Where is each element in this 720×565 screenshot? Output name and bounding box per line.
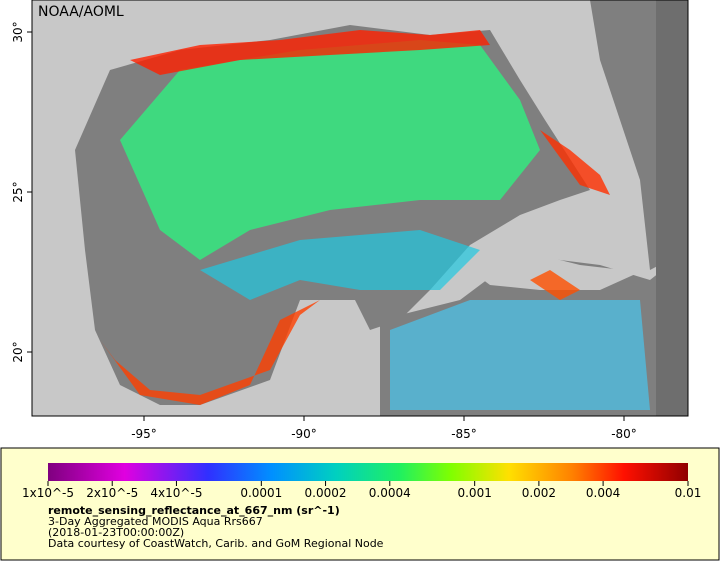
- x-tick-label: -95°: [131, 427, 157, 441]
- colorbar-tick-label: 4x10^-5: [150, 486, 202, 500]
- axes: -95° -90° -85° -80° 20° 25° 30°: [11, 21, 637, 441]
- map-title: NOAA/AOML: [38, 4, 124, 20]
- reflectance: [100, 300, 320, 405]
- reflectance: [120, 40, 540, 260]
- variable-name: remote_sensing_reflectance_at_667_nm (sr…: [48, 504, 340, 517]
- title-box: [34, 2, 134, 22]
- colorbar-tick-label: 0.0002: [305, 486, 347, 500]
- map-frame: [31, 0, 689, 417]
- map-image: [32, 0, 688, 416]
- colorbar-tick-label: 1x10^-5: [22, 486, 74, 500]
- colorbar-tick-label: 2x10^-5: [86, 486, 138, 500]
- colorbar: [48, 463, 688, 481]
- colorbar-tick-label: 0.004: [586, 486, 620, 500]
- colorbar-tick-label: 0.002: [522, 486, 556, 500]
- reflectance: [200, 230, 480, 300]
- legend-line: (2018-01-23T00:00:00Z): [48, 526, 184, 539]
- x-tick-label: -80°: [611, 427, 637, 441]
- cuba: [470, 250, 640, 290]
- legend-line: 3-Day Aggregated MODIS Aqua Rrs667: [48, 515, 263, 528]
- y-tick-label: 30°: [11, 21, 25, 42]
- colorbar-tick-label: 0.01: [675, 486, 702, 500]
- reflectance: [540, 130, 610, 195]
- legend-line: Data courtesy of CoastWatch, Carib. and …: [48, 537, 384, 550]
- colorbar-tick-label: 0.0001: [240, 486, 282, 500]
- no-data: [656, 0, 688, 416]
- legend: 1x10^-5 2x10^-5 4x10^-5 0.0001 0.0002 0.0004 0…: [22, 481, 701, 500]
- reflectance: [130, 30, 490, 75]
- colorbar-tick-label: 0.001: [457, 486, 491, 500]
- x-tick-label: -85°: [451, 427, 477, 441]
- colorbar-tick-label: 0.0004: [369, 486, 411, 500]
- reflectance: [390, 300, 650, 410]
- y-tick-label: 25°: [11, 181, 25, 202]
- x-tick-label: -90°: [291, 427, 317, 441]
- reflectance: [530, 270, 580, 300]
- y-tick-label: 20°: [11, 341, 25, 362]
